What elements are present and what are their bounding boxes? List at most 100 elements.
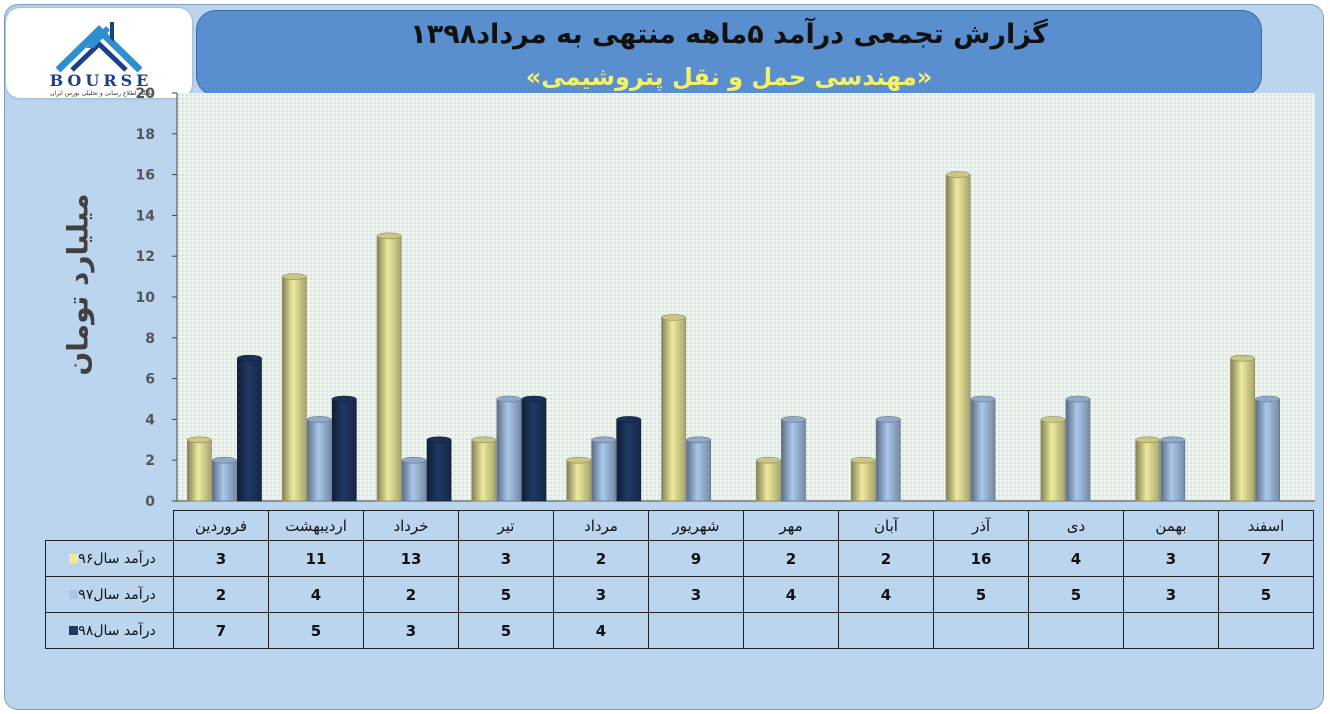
bar-s1-4 [471, 439, 497, 502]
data-table: فروردین اردیبهشت خرداد تیر مرداد شهریور مهر آبا… [45, 510, 1314, 649]
data-label: 4 [1028, 540, 1124, 577]
bar-cap-s1-5 [566, 456, 592, 464]
bar-s2-8 [875, 418, 901, 502]
x-tick-label: اسفند [1218, 510, 1314, 541]
bar-s1-1 [187, 439, 212, 502]
title-banner: گزارش تجمعی درآمد ۵ماهه منتهی به مرداد۱۳… [196, 10, 1262, 96]
data-label: 5 [458, 612, 554, 649]
data-label: 4 [838, 576, 934, 613]
data-label: 7 [1218, 540, 1314, 577]
logo-mark-icon [55, 22, 143, 73]
data-label: 3 [458, 540, 554, 577]
bar-cap-s3-1 [237, 354, 262, 362]
bar-cap-s2-4 [496, 395, 522, 403]
bar-cap-s2-7 [781, 416, 806, 423]
data-label: 16 [933, 540, 1029, 577]
bar-s1-5 [566, 459, 592, 502]
legend-swatch [69, 626, 79, 635]
data-label: 2 [743, 540, 839, 577]
x-tick-label: بهمن [1123, 510, 1219, 541]
y-tick-label: 14 [136, 208, 156, 224]
bar-cap-s1-3 [376, 232, 402, 240]
bar-s2-2 [306, 418, 332, 502]
legend-label: درآمد سال۹۷ [78, 586, 156, 603]
table-corner [46, 511, 174, 541]
bar-cap-s1-1 [187, 436, 212, 444]
data-label: 13 [363, 540, 459, 577]
data-label: 4 [553, 612, 649, 649]
data-label: 3 [1123, 540, 1219, 577]
y-tick-label: 18 [136, 127, 155, 143]
y-tick-label: 6 [145, 372, 155, 388]
plot-area [177, 93, 1315, 501]
bar-s2-9 [970, 398, 996, 502]
bar-s1-7 [756, 459, 781, 502]
bar-cap-s2-6 [686, 436, 711, 444]
logo-wordmark: BOURSE [49, 71, 153, 90]
x-tick-label: دی [1028, 510, 1124, 541]
legend-swatch [69, 590, 79, 599]
bar-cap-s1-7 [756, 456, 781, 464]
bar-cap-s2-10 [1065, 395, 1091, 403]
bar-cap-s1-8 [850, 456, 876, 464]
table-row: درآمد سال۹۶ 3 11 13 3 2 9 2 2 16 4 3 7 [45, 540, 1314, 577]
bar-s2-6 [686, 439, 711, 502]
legend-label: درآمد سال۹۶ [78, 550, 156, 567]
bar-s3-2 [331, 398, 357, 502]
bar-s1-2 [281, 276, 307, 502]
data-label: 4 [268, 576, 364, 613]
x-tick-label: اردیبهشت [268, 510, 364, 541]
x-tick-label: آذر [933, 510, 1029, 541]
legend-label: درآمد سال۹۸ [78, 622, 156, 639]
bar-s1-11 [1135, 439, 1161, 502]
bar-s2-12 [1255, 398, 1280, 502]
bar-s2-7 [781, 418, 806, 502]
bar-cap-s3-4 [521, 395, 547, 403]
y-axis-label-text: میلیارد تومان [61, 193, 95, 376]
bar-s1-6 [661, 316, 686, 502]
bar-s2-5 [591, 439, 617, 502]
bar-s3-3 [426, 439, 452, 502]
legend-swatch [69, 554, 79, 563]
data-label: 5 [458, 576, 554, 613]
data-label [933, 612, 1029, 649]
data-label [743, 612, 839, 649]
bar-s3-4 [521, 398, 547, 502]
bar-cap-s3-5 [616, 416, 642, 423]
data-label [1123, 612, 1219, 649]
data-label: 3 [1123, 576, 1219, 613]
y-tick-label: 0 [145, 494, 155, 510]
bar-s1-10 [1040, 418, 1066, 502]
x-tick-label: مهر [743, 510, 839, 541]
bar-cap-s1-12 [1230, 354, 1255, 362]
data-label: 2 [553, 540, 649, 577]
y-tick-label: 8 [145, 331, 155, 347]
data-label: 2 [173, 576, 269, 613]
y-tick-label: 4 [145, 412, 155, 428]
bar-cap-s1-6 [661, 314, 686, 321]
table-row: درآمد سال۹۷ 2 4 2 5 3 3 4 4 5 5 3 5 [45, 576, 1314, 613]
bar-s3-5 [616, 418, 642, 502]
y-tick-label: 16 [136, 168, 155, 184]
data-label: 4 [743, 576, 839, 613]
data-label [1028, 612, 1124, 649]
bar-cap-s2-11 [1160, 436, 1186, 444]
data-label: 2 [838, 540, 934, 577]
x-tick-label: مرداد [553, 510, 649, 541]
bar-cap-s3-2 [331, 395, 357, 403]
logo-tagline: پایگاه اطلاع رسانی و تحلیلی بورس ایران [50, 90, 152, 97]
data-label: 5 [933, 576, 1029, 613]
data-label: 5 [1028, 576, 1124, 613]
table-row: درآمد سال۹۸ 7 5 3 5 4 [45, 612, 1314, 649]
y-tick-label: 2 [145, 453, 155, 469]
bar-cap-s1-4 [471, 436, 497, 444]
bar-s2-3 [401, 459, 427, 502]
bar-cap-s2-8 [875, 416, 901, 423]
bar-s2-10 [1065, 398, 1091, 502]
chart-title: گزارش تجمعی درآمد ۵ماهه منتهی به مرداد۱۳… [410, 19, 1048, 50]
data-label [648, 612, 744, 649]
bar-cap-s2-12 [1255, 395, 1280, 403]
bar-cap-s1-10 [1040, 416, 1066, 423]
x-tick-label: تیر [458, 510, 554, 541]
